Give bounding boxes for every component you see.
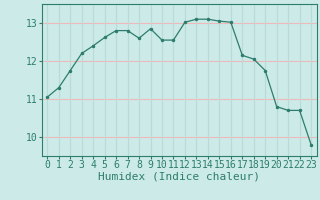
X-axis label: Humidex (Indice chaleur): Humidex (Indice chaleur): [98, 172, 260, 182]
